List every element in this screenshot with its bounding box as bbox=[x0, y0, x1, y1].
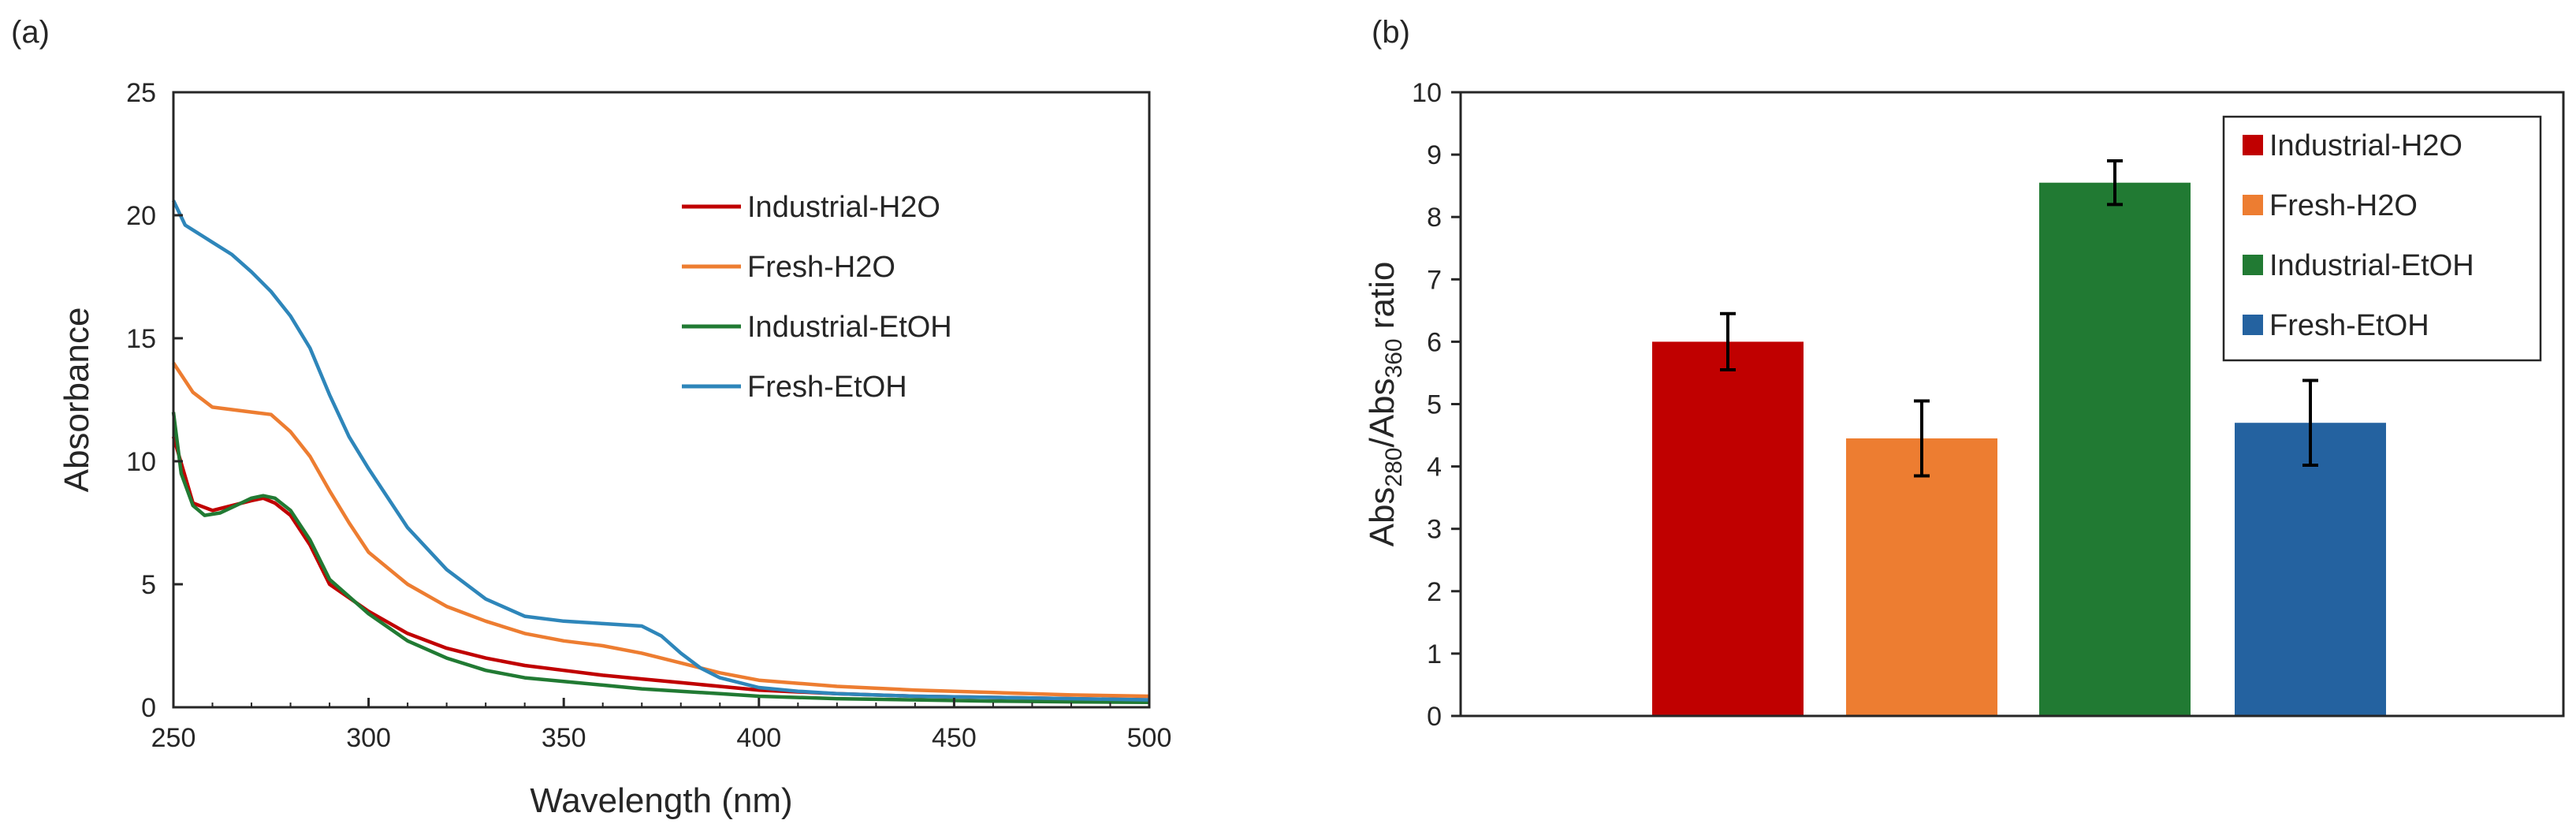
bar-industrial-etoh bbox=[2039, 182, 2191, 716]
y-tick-label: 1 bbox=[1427, 639, 1442, 669]
y-tick-label: 5 bbox=[141, 570, 156, 600]
legend-label: Industrial-EtOH bbox=[2269, 249, 2474, 282]
y-axis-title: Abs280/Abs360 ratio bbox=[1363, 262, 1407, 547]
legend-label: Fresh-EtOH bbox=[747, 371, 907, 404]
y-axis-ticks: 0 5 10 15 20 25 bbox=[126, 78, 183, 723]
panel-a-line-chart: (a) 250 300 350 400 450 500 0 5 10 15 20 25 Wavele… bbox=[11, 15, 1171, 820]
y-tick-label: 25 bbox=[126, 78, 156, 108]
x-tick-label: 350 bbox=[542, 723, 586, 753]
bars bbox=[1652, 182, 2386, 716]
y-axis-ticks: 0 1 2 3 4 5 6 7 8 9 10 bbox=[1412, 78, 1461, 732]
legend-swatch bbox=[2243, 255, 2263, 275]
x-axis-ticks: 250 300 350 400 450 500 bbox=[151, 698, 1172, 753]
legend-label: Industrial-H2O bbox=[747, 191, 940, 224]
y-axis-title-main: Abs bbox=[1363, 487, 1402, 547]
bar-fresh-h2o bbox=[1846, 438, 1997, 716]
panel-label-b: (b) bbox=[1372, 15, 1410, 50]
y-tick-label: 10 bbox=[126, 447, 156, 477]
legend-label: Fresh-H2O bbox=[747, 251, 895, 284]
legend-swatch bbox=[2243, 315, 2263, 335]
y-tick-label: 3 bbox=[1427, 515, 1442, 545]
plot-area-frame bbox=[172, 91, 1151, 709]
y-axis-title-subscript-280: 280 bbox=[1381, 448, 1407, 487]
bar-industrial-h2o bbox=[1652, 341, 1804, 716]
y-axis-title-mid: /Abs bbox=[1363, 378, 1402, 447]
panel-label-a: (a) bbox=[11, 15, 50, 50]
legend-swatch bbox=[2243, 135, 2263, 155]
series-line-fresh-h2o bbox=[172, 361, 1150, 699]
y-tick-label: 10 bbox=[1412, 78, 1442, 108]
error-bars bbox=[1720, 159, 2318, 478]
y-tick-label: 6 bbox=[1427, 327, 1442, 357]
y-tick-label: 0 bbox=[1427, 702, 1442, 732]
series-line-industrial-etoh bbox=[171, 412, 1150, 705]
x-tick-label: 400 bbox=[736, 723, 781, 753]
y-axis-title: Absorbance bbox=[58, 308, 96, 493]
panel-b-bar-chart: (b) 0 1 2 3 4 5 6 7 8 9 10 Abs280/Abs360 ratio Ind… bbox=[1363, 15, 2565, 732]
y-tick-label: 9 bbox=[1427, 140, 1442, 170]
legend-swatch bbox=[2243, 195, 2263, 215]
legend-label: Industrial-EtOH bbox=[747, 311, 952, 344]
legend: Industrial-H2O Fresh-H2O Industrial-EtOH Fr… bbox=[682, 191, 952, 404]
x-tick-label: 450 bbox=[932, 723, 977, 753]
y-axis-title-end: ratio bbox=[1363, 262, 1402, 339]
legend-label: Fresh-EtOH bbox=[2269, 309, 2429, 342]
legend-label: Fresh-H2O bbox=[2269, 189, 2418, 222]
y-tick-label: 2 bbox=[1427, 577, 1442, 607]
y-axis-title-subscript-360: 360 bbox=[1381, 338, 1407, 378]
y-tick-label: 7 bbox=[1427, 265, 1442, 295]
bar-fresh-etoh bbox=[2235, 423, 2386, 716]
series-lines bbox=[171, 199, 1150, 705]
x-tick-label: 250 bbox=[151, 723, 196, 753]
series-line-fresh-etoh bbox=[171, 199, 1150, 702]
legend-label: Industrial-H2O bbox=[2269, 129, 2462, 162]
y-tick-label: 8 bbox=[1427, 203, 1442, 233]
legend-box bbox=[2222, 115, 2542, 362]
y-tick-label: 0 bbox=[141, 693, 156, 723]
x-tick-label: 300 bbox=[346, 723, 391, 753]
legend: Industrial-H2O Fresh-H2O Industrial-EtOH Fr… bbox=[2222, 115, 2542, 362]
y-tick-label: 4 bbox=[1427, 453, 1442, 483]
y-tick-label: 20 bbox=[126, 201, 156, 231]
y-tick-label: 5 bbox=[1427, 390, 1442, 420]
x-axis-title: Wavelength (nm) bbox=[530, 781, 792, 820]
y-tick-label: 15 bbox=[126, 324, 156, 354]
x-tick-label: 500 bbox=[1127, 723, 1172, 753]
